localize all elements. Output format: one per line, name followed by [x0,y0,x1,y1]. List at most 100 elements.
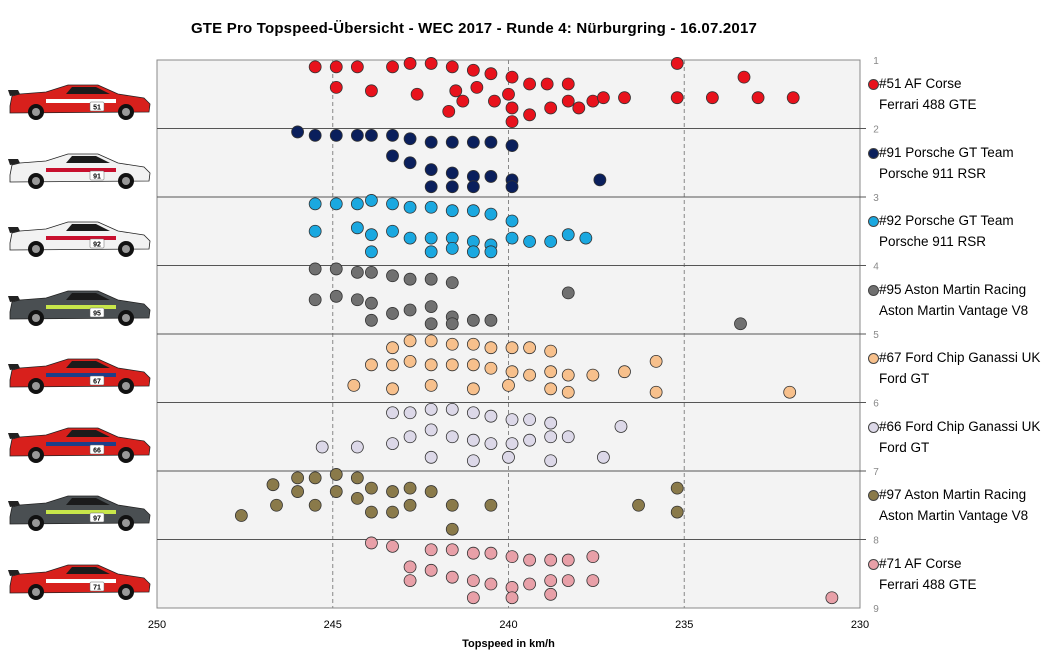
point [586,550,600,564]
point [544,553,558,567]
point [505,341,519,355]
legend-sublabel: Ford GT [879,439,930,455]
point [561,553,575,567]
point [350,221,364,235]
legend-sublabel: Ferrari 488 GTE [879,97,977,112]
chart-title: GTE Pro Topspeed-Übersicht - WEC 2017 - … [190,20,758,37]
legend-sublabel: Porsche 911 RSR [879,234,987,249]
point [579,231,593,245]
point [386,505,399,519]
point [734,317,747,331]
point [561,385,575,399]
point [544,416,558,430]
grid [157,60,866,608]
y-tick-label: 4 [873,262,879,273]
point [424,57,438,70]
point [424,300,438,314]
point [308,498,322,512]
point [466,245,480,259]
point [403,354,417,368]
y-tick-label: 6 [873,399,879,410]
point [315,440,329,454]
point [614,420,628,433]
svg-text:71: 71 [93,584,101,591]
point [523,77,536,91]
point [484,207,498,221]
point [670,91,684,105]
point [670,505,684,519]
point [523,108,536,122]
point [442,104,456,118]
y-tick-label: 5 [873,330,879,341]
point [484,313,498,327]
point [561,94,575,108]
point [365,358,378,372]
point [466,382,480,396]
point [484,498,498,512]
point [561,430,575,444]
point [632,498,645,512]
point [410,87,424,101]
point [329,60,343,74]
legend-marker [868,421,879,433]
point [308,60,322,74]
point [403,574,417,587]
legend-label: #71 AF Corse [879,555,962,571]
point [386,224,399,238]
point [523,413,536,427]
point [445,358,459,372]
point [505,413,519,427]
point [737,70,751,84]
point [424,135,438,149]
point [523,433,536,447]
y-tick-label: 2 [873,125,879,136]
point [403,560,417,574]
point [350,265,364,279]
point [445,522,459,536]
point [445,60,459,74]
point [308,262,322,276]
point [445,166,459,180]
point [561,286,575,300]
point [424,402,438,416]
point [484,409,498,423]
point [466,135,480,149]
point [329,81,343,94]
point [466,574,480,587]
point [403,481,417,495]
point [488,94,501,108]
point [544,382,558,396]
svg-text:95: 95 [93,310,101,317]
point [449,84,463,98]
point [502,87,515,101]
series-95 [308,262,747,331]
x-tick-label: 230 [851,619,869,631]
point [365,128,378,142]
point [350,197,364,211]
point [234,509,248,522]
point [649,354,663,368]
point [544,574,558,587]
y-tick-label: 1 [873,56,879,67]
point [424,334,438,348]
point [424,423,438,437]
legend-sublabel: Aston Martin Vantage V8 [879,302,1029,318]
point [308,197,322,211]
point [544,430,558,444]
point [470,81,484,94]
point [502,450,515,464]
point [445,135,459,149]
point [484,546,498,560]
point [365,228,378,242]
point [403,406,417,420]
point [365,505,378,519]
point [523,341,536,355]
point [350,491,364,505]
point [783,385,797,399]
point [386,149,399,163]
svg-text:67: 67 [93,379,101,386]
point [466,546,480,560]
point [597,450,610,464]
point [365,265,378,279]
car-image: 66 [8,427,151,463]
